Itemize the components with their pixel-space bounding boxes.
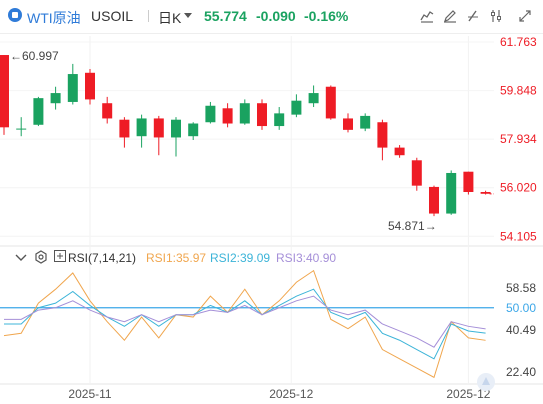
draw-icon[interactable] (464, 7, 482, 25)
candle-body (33, 98, 44, 125)
candle-body (153, 118, 164, 138)
candle-body (188, 123, 199, 137)
candle-body (446, 172, 457, 214)
candle-body (119, 119, 130, 138)
candle-body (50, 93, 61, 104)
x-tick-label: 2025-12 (269, 387, 313, 401)
price-change: -0.090 (256, 8, 296, 24)
candle-body (257, 103, 267, 127)
header-divider (0, 33, 543, 34)
candle-body (239, 103, 250, 124)
collapse-icon[interactable] (14, 250, 28, 264)
candle-body (463, 171, 474, 192)
max-price-annotation: ←60.997 (10, 49, 59, 63)
divider (148, 10, 149, 22)
rsi-y-tick-label: 50.00 (506, 301, 536, 315)
min-price-annotation: 54.871→ (388, 219, 437, 233)
chevron-down-icon[interactable] (184, 13, 192, 18)
indicator-bar: RSI(7,14,21) RSI1:35.97 RSI2:39.09 RSI3:… (0, 248, 543, 266)
candle-body (377, 122, 388, 148)
rsi-series-line (4, 288, 486, 360)
candle-body (85, 72, 95, 100)
last-price: 55.774 (204, 8, 247, 24)
candle-body (394, 147, 405, 156)
edit-icon[interactable] (441, 7, 459, 25)
candle-body (343, 118, 353, 130)
indicator-icon[interactable] (418, 7, 436, 25)
product-logo-icon (8, 8, 22, 22)
rsi-series-line (3, 269, 486, 379)
y-tick-label: 61.763 (500, 35, 537, 49)
rsi-series-line (4, 295, 486, 348)
candle-body (291, 100, 302, 115)
symbol: USOIL (91, 8, 134, 24)
candle-body (136, 118, 147, 137)
y-tick-label: 59.848 (500, 84, 537, 98)
indicator-name[interactable]: RSI(7,14,21) (68, 251, 137, 265)
product-name[interactable]: WTI原油 (27, 10, 81, 26)
rsi2-value: RSI2:39.09 (210, 251, 271, 265)
candle-body (102, 103, 113, 119)
candle-body (274, 113, 285, 127)
y-tick-label: 54.105 (500, 229, 537, 243)
x-tick-label: 2025-11 (68, 387, 111, 401)
header-bar: WTI原油 USOIL 日K 55.774 -0.090 -0.16% (0, 0, 543, 32)
candle-body (205, 105, 216, 123)
settings-icon[interactable] (487, 7, 505, 25)
rsi3-value: RSI3:40.90 (276, 251, 337, 265)
candle-body (480, 192, 491, 194)
candle-body (411, 160, 422, 186)
rsi-y-tick-label: 22.40 (506, 365, 536, 379)
watermark-logo-icon (477, 373, 495, 391)
candle-body (360, 115, 371, 129)
price-change-pct: -0.16% (304, 8, 349, 24)
candle-body (0, 55, 9, 128)
candle-body (222, 108, 233, 124)
y-tick-label: 56.020 (500, 181, 537, 195)
candle-body (67, 74, 78, 102)
rsi-y-tick-label: 58.58 (506, 281, 536, 295)
candle-body (171, 119, 181, 138)
rsi1-value: RSI1:35.97 (146, 251, 207, 265)
gear-icon[interactable] (34, 250, 48, 264)
candle-body (429, 186, 439, 214)
add-indicator-icon[interactable] (54, 250, 66, 262)
rsi-y-tick-label: 40.49 (506, 323, 536, 337)
candle-body (325, 86, 336, 119)
fullscreen-icon[interactable] (516, 7, 534, 25)
x-tick-label: 2025-12 (446, 387, 490, 401)
candle-body (16, 128, 27, 130)
period-selector[interactable]: 日K (158, 10, 182, 26)
candle-body (308, 93, 319, 104)
y-tick-label: 57.934 (500, 132, 537, 146)
